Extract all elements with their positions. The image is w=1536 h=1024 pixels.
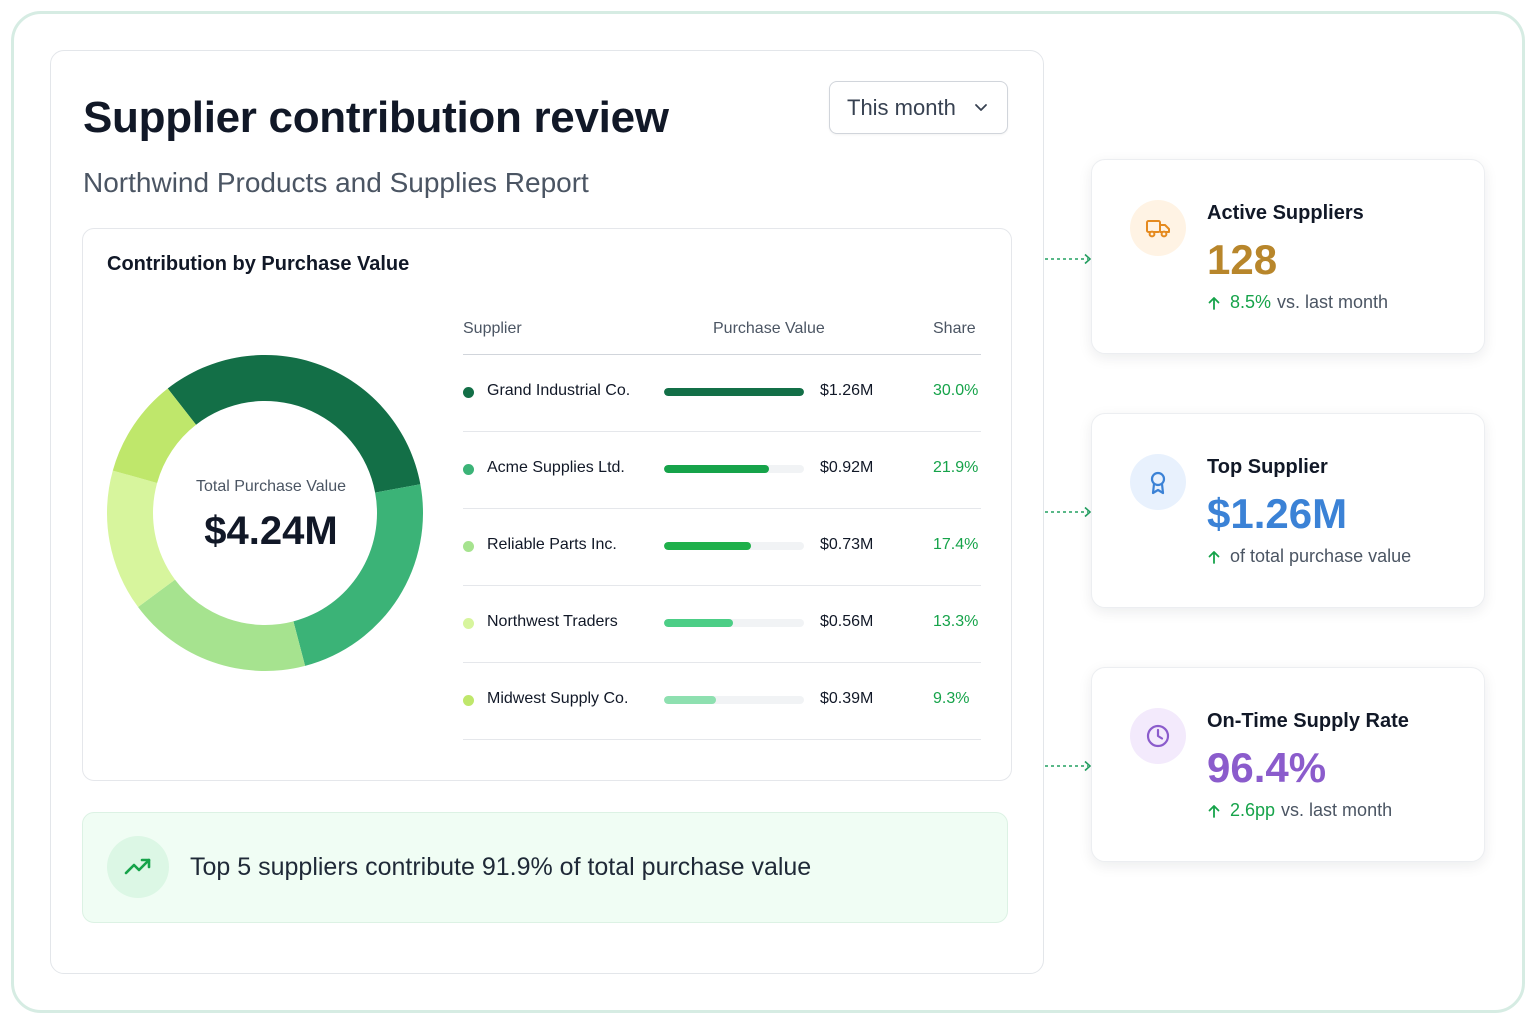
purchase-value-bar (664, 388, 804, 396)
kpi-value: 128 (1207, 236, 1278, 283)
share-value: 30.0% (933, 382, 979, 399)
connector-arrow-icon (1045, 253, 1092, 265)
share-value: 17.4% (933, 536, 979, 553)
kpi-card-on-time-rate: On-Time Supply Rate 96.4% 2.6pp vs. last… (1091, 667, 1485, 862)
donut-center-value: $4.24M (204, 509, 338, 553)
table-body: Grand Industrial Co. $1.26M 30.0% Acme Supp… (463, 355, 981, 740)
supplier-name: Midwest Supply Co. (487, 690, 629, 707)
award-icon (1130, 454, 1186, 510)
kpi-value: $1.26M (1207, 490, 1348, 537)
purchase-value-bar-fill (664, 388, 804, 396)
donut-slice (138, 579, 306, 671)
purchase-value-bar-fill (664, 696, 716, 704)
table-row: Grand Industrial Co. $1.26M 30.0% (463, 355, 981, 432)
supplier-name: Northwest Traders (487, 613, 618, 630)
share-value: 9.3% (933, 690, 970, 707)
connector-arrow-icon (1045, 760, 1092, 772)
trending-up-icon (107, 836, 169, 898)
column-header-supplier: Supplier (463, 320, 522, 337)
purchase-value-bar (664, 542, 804, 550)
purchase-value: $0.92M (820, 459, 874, 476)
purchase-value-bar-fill (664, 542, 751, 550)
contribution-chart-card: Contribution by Purchase Value Total Pur… (82, 228, 1012, 781)
column-header-purchase-value: Purchase Value (713, 320, 825, 337)
purchase-value-bar-fill (664, 619, 733, 627)
chart-title: Contribution by Purchase Value (107, 253, 410, 275)
chevron-down-icon (975, 104, 987, 111)
table-row: Midwest Supply Co. $0.39M 9.3% (463, 663, 981, 740)
kpi-card-top-supplier: Top Supplier $1.26M of total purchase va… (1091, 413, 1485, 608)
insight-banner: Top 5 suppliers contribute 91.9% of tota… (82, 812, 1008, 923)
share-value: 21.9% (933, 459, 979, 476)
period-select[interactable]: This month (829, 81, 1008, 134)
page-title: Supplier contribution review (83, 93, 669, 142)
kpi-delta-value: 8.5% (1230, 292, 1272, 312)
purchase-value: $0.56M (820, 613, 874, 630)
kpi-label: Active Suppliers (1207, 202, 1364, 224)
kpi-label: Top Supplier (1207, 456, 1328, 478)
page-subtitle: Northwind Products and Supplies Report (83, 167, 589, 198)
connector-arrow-icon (1045, 506, 1092, 518)
legend-dot (463, 541, 474, 552)
purchase-value-bar-fill (664, 465, 769, 473)
kpi-delta-text: of total purchase value (1230, 546, 1412, 566)
table-header: Supplier Purchase Value Share (463, 317, 981, 355)
donut-slice (112, 388, 197, 483)
share-value: 13.3% (933, 613, 979, 630)
period-select-value: This month (847, 94, 956, 120)
kpi-delta-value: 2.6pp (1230, 800, 1276, 820)
purchase-value: $0.73M (820, 536, 874, 553)
table-row: Acme Supplies Ltd. $0.92M 21.9% (463, 432, 981, 509)
kpi-delta-text: vs. last month (1281, 800, 1393, 820)
report-card: Supplier contribution review Northwind P… (50, 50, 1044, 974)
supplier-name: Grand Industrial Co. (487, 382, 631, 399)
kpi-delta: 2.6pp vs. last month (1207, 800, 1392, 821)
column-header-share: Share (933, 320, 976, 337)
kpi-value: 96.4% (1207, 744, 1327, 791)
supplier-name: Reliable Parts Inc. (487, 536, 617, 553)
kpi-delta: 8.5% vs. last month (1207, 292, 1388, 313)
legend-dot (463, 387, 474, 398)
purchase-value: $1.26M (820, 382, 874, 399)
truck-icon (1130, 200, 1186, 256)
kpi-card-active-suppliers: Active Suppliers 128 8.5% vs. last month (1091, 159, 1485, 354)
purchase-value-bar (664, 696, 804, 704)
arrow-up-icon (1208, 296, 1220, 310)
clock-icon (1130, 708, 1186, 764)
purchase-value-bar (664, 465, 804, 473)
table-row: Northwest Traders $0.56M 13.3% (463, 586, 981, 663)
legend-dot (463, 464, 474, 475)
legend-dot (463, 695, 474, 706)
insight-text: Top 5 suppliers contribute 91.9% of tota… (190, 853, 812, 881)
kpi-label: On-Time Supply Rate (1207, 710, 1409, 732)
purchase-value-bar (664, 619, 804, 627)
kpi-delta: of total purchase value (1207, 546, 1411, 567)
donut-slice (107, 470, 176, 608)
supplier-name: Acme Supplies Ltd. (487, 459, 625, 476)
donut-center-label: Total Purchase Value (195, 478, 346, 495)
donut-chart (107, 355, 423, 671)
table-row: Reliable Parts Inc. $0.73M 17.4% (463, 509, 981, 586)
kpi-delta-text: vs. last month (1277, 292, 1389, 312)
arrow-up-icon (1208, 804, 1220, 818)
arrow-up-icon (1208, 550, 1220, 564)
donut-slice (167, 355, 421, 493)
supplier-table: Supplier Purchase Value Share Grand Indu… (463, 317, 981, 740)
donut-slice (293, 484, 423, 666)
purchase-value: $0.39M (820, 690, 874, 707)
legend-dot (463, 618, 474, 629)
